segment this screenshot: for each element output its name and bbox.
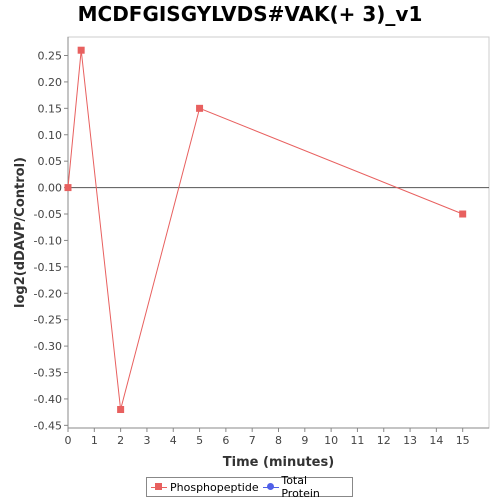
- data-point: [64, 184, 72, 192]
- chart-legend: Phosphopeptide Total Protein: [146, 474, 353, 500]
- y-tick-label: 0.00: [38, 182, 63, 195]
- x-tick-label: 9: [301, 434, 308, 447]
- legend-label: Total Protein: [281, 474, 320, 500]
- plot-background: [67, 36, 490, 429]
- data-point: [117, 406, 125, 414]
- x-tick-label: 1: [91, 434, 98, 447]
- y-axis-title: log2(dDAVP/Control): [13, 157, 28, 308]
- y-tick-label: 0.25: [38, 49, 63, 62]
- x-tick-label: 2: [117, 434, 124, 447]
- y-tick-label: -0.05: [34, 208, 62, 221]
- legend-swatch: [151, 481, 167, 493]
- y-tick-label: -0.40: [34, 393, 62, 406]
- x-tick-label: 10: [324, 434, 338, 447]
- y-tick-label: -0.25: [34, 314, 62, 327]
- legend-label: Phosphopeptide: [170, 480, 259, 494]
- y-tick-label: -0.35: [34, 367, 62, 380]
- x-tick-label: 11: [350, 434, 364, 447]
- x-tick-label: 6: [222, 434, 229, 447]
- x-axis-title: Time (minutes): [223, 455, 334, 470]
- y-tick-label: -0.20: [34, 287, 62, 300]
- plot-area: 0.25 0.20 0.15 0.10 0.05 0.00 -0.05 -0.10 -0.15 -…: [34, 36, 490, 447]
- x-tick-label: 5: [196, 434, 203, 447]
- x-tick-label: 15: [456, 434, 470, 447]
- legend-swatch: [262, 481, 279, 493]
- x-tick-label: 13: [403, 434, 417, 447]
- y-tick-label: 0.05: [38, 155, 63, 168]
- x-tick-label: 8: [275, 434, 282, 447]
- chart-title: MCDFGISGYLVDS#VAK(+ 3)_v1: [77, 2, 423, 26]
- x-tick-label: 7: [249, 434, 256, 447]
- legend-item: Total Protein: [262, 474, 348, 500]
- x-tick-label: 12: [377, 434, 391, 447]
- x-tick-label: 3: [143, 434, 150, 447]
- y-tick-label: -0.45: [34, 419, 62, 432]
- y-tick-label: 0.20: [38, 76, 63, 89]
- x-tick-label: 4: [170, 434, 177, 447]
- data-point: [77, 46, 85, 54]
- data-point: [459, 210, 467, 218]
- y-tick-label: -0.30: [34, 340, 62, 353]
- legend-item: Phosphopeptide: [151, 481, 259, 494]
- y-tick-label: -0.15: [34, 261, 62, 274]
- y-tick-label: 0.10: [38, 129, 63, 142]
- y-tick-label: 0.15: [38, 102, 63, 115]
- y-tick-label: -0.10: [34, 234, 62, 247]
- x-tick-label: 0: [65, 434, 72, 447]
- data-point: [196, 104, 204, 112]
- x-tick-label: 14: [429, 434, 443, 447]
